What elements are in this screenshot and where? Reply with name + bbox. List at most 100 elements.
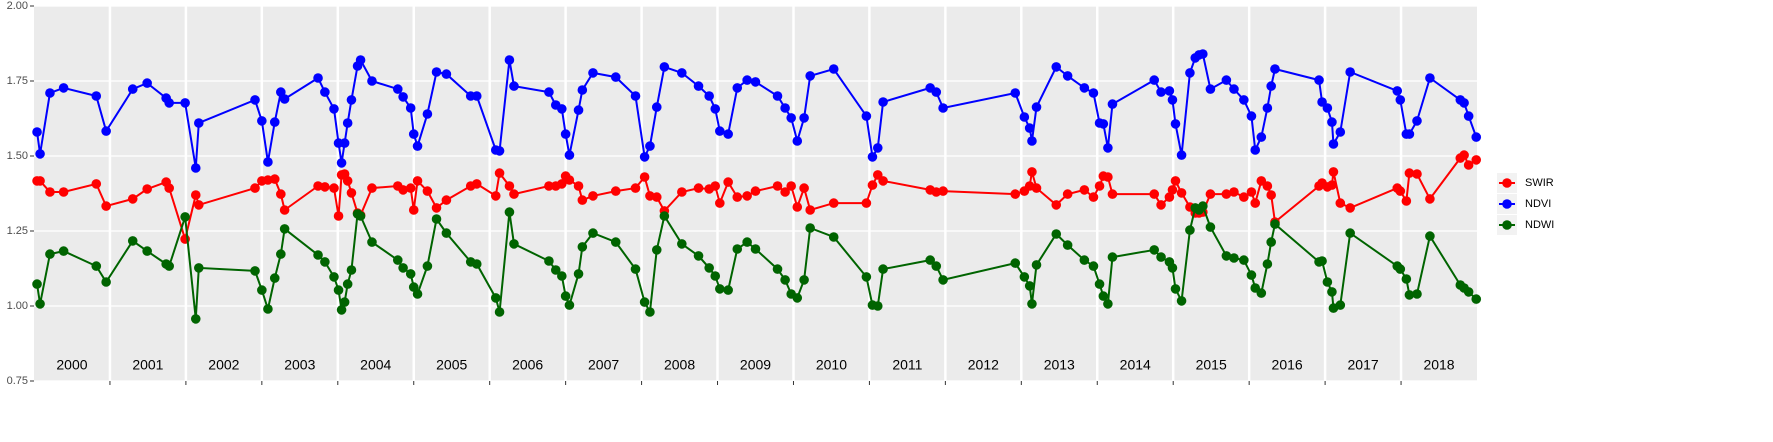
data-point [333, 285, 344, 295]
data-point [732, 83, 743, 93]
year-label: 2015 [1196, 357, 1227, 373]
data-point [1094, 279, 1105, 289]
year-label: 2014 [1120, 357, 1151, 373]
data-point [1250, 145, 1261, 155]
year-label: 2001 [132, 357, 163, 373]
data-point [1471, 132, 1482, 142]
data-point [422, 109, 433, 119]
data-point [1256, 132, 1267, 142]
data-point [639, 172, 650, 182]
data-point [659, 211, 670, 221]
data-point [1149, 245, 1160, 255]
data-point [1205, 84, 1216, 94]
data-point [471, 259, 482, 269]
data-point [693, 183, 704, 193]
data-point [1425, 194, 1435, 204]
data-point [742, 75, 752, 85]
data-point [1051, 200, 1062, 210]
data-point [504, 55, 515, 65]
data-point [1256, 288, 1267, 298]
data-point [610, 72, 621, 82]
data-point [441, 228, 452, 238]
year-label: 2007 [588, 357, 619, 373]
year-label: 2012 [968, 357, 999, 373]
data-point [1327, 180, 1337, 190]
data-point [441, 195, 452, 205]
data-point [1412, 169, 1422, 179]
year-label: 2006 [512, 357, 543, 373]
data-point [750, 77, 761, 87]
data-point [693, 81, 704, 91]
data-point [1335, 198, 1346, 208]
data-point [504, 181, 515, 191]
data-point [799, 113, 809, 123]
data-point [1327, 117, 1337, 127]
data-point [1051, 62, 1062, 72]
data-point [190, 163, 201, 173]
data-point [1079, 83, 1090, 93]
data-point [577, 195, 588, 205]
data-point [127, 84, 138, 94]
data-point [772, 91, 783, 101]
data-point [1229, 84, 1239, 94]
data-point [651, 245, 662, 255]
data-point [164, 261, 174, 271]
data-point [127, 236, 138, 246]
data-point [1246, 187, 1257, 197]
data-point [710, 181, 721, 191]
data-point [164, 98, 174, 108]
data-point [639, 297, 650, 307]
data-point [1471, 294, 1482, 304]
data-point [45, 187, 55, 197]
data-point [1401, 274, 1412, 284]
data-point [405, 103, 416, 113]
data-point [1031, 260, 1042, 270]
data-point [257, 285, 267, 295]
data-point [1262, 181, 1273, 191]
y-tick-label: 1.00 [7, 300, 28, 312]
data-point [560, 129, 571, 139]
data-point [1164, 86, 1175, 96]
legend-label: NDWI [1525, 219, 1554, 231]
data-point [544, 256, 554, 266]
data-point [1404, 129, 1415, 139]
data-point [279, 205, 290, 215]
data-point [557, 271, 567, 281]
data-point [509, 239, 519, 249]
data-point [630, 91, 641, 101]
data-point [1027, 299, 1037, 309]
data-point [1412, 289, 1422, 299]
data-point [645, 141, 655, 151]
data-point [1098, 119, 1109, 129]
data-point [1395, 264, 1406, 274]
data-point [1463, 287, 1474, 297]
data-point [1266, 237, 1276, 247]
data-point [441, 69, 452, 79]
data-point [1395, 95, 1406, 105]
data-point [610, 237, 621, 247]
data-point [1170, 176, 1181, 186]
data-point [1345, 203, 1355, 213]
data-point [1239, 192, 1249, 202]
data-point [490, 191, 501, 201]
data-point [715, 198, 725, 208]
data-point [127, 194, 138, 204]
data-point [1314, 75, 1324, 85]
data-point [710, 104, 721, 114]
data-point [1088, 88, 1099, 98]
data-point [392, 255, 403, 265]
legend-label: SWIR [1525, 177, 1554, 189]
data-point [1412, 116, 1422, 126]
data-point [710, 271, 721, 281]
data-point [1328, 167, 1339, 177]
data-point [1088, 192, 1099, 202]
data-point [1103, 143, 1113, 153]
data-point [180, 98, 190, 108]
data-point [194, 200, 204, 210]
data-point [45, 249, 55, 259]
data-point [1062, 240, 1073, 250]
data-point [1107, 252, 1118, 262]
data-point [91, 91, 102, 101]
data-point [471, 179, 482, 189]
legend-point [1502, 220, 1512, 230]
